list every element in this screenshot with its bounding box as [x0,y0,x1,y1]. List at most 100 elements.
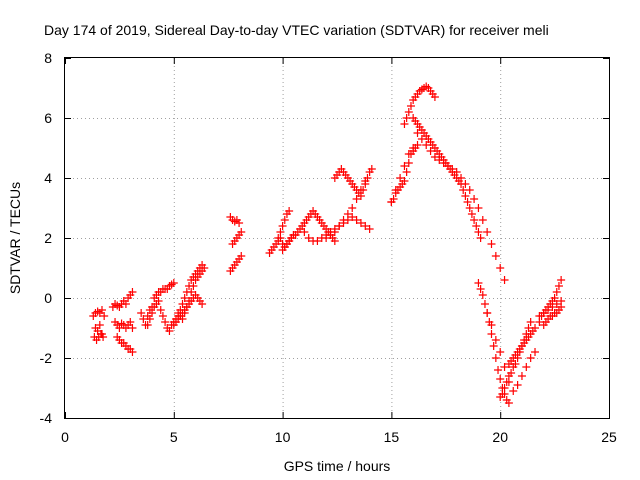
y-tick-label: 8 [44,50,52,66]
data-point [470,216,479,224]
data-point [478,216,487,224]
data-point [278,222,287,230]
data-point [330,237,339,245]
data-point [143,321,152,329]
data-point [128,324,137,332]
data-point [435,156,444,164]
data-point [483,309,492,317]
data-point [430,93,439,101]
data-point [356,219,365,227]
data-point [526,318,535,326]
x-tick-label: 0 [61,429,69,445]
data-point [276,228,285,236]
data-point [200,264,209,272]
data-point [430,153,439,161]
data-point [128,348,137,356]
data-point [474,279,483,287]
data-point [502,378,511,386]
data-point [126,318,135,326]
gridlines [65,58,609,418]
data-point [402,168,411,176]
chart-title: Day 174 of 2019, Sidereal Day-to-day VTE… [44,22,549,38]
data-point [145,315,154,323]
data-point [489,342,498,350]
data-point [478,291,487,299]
data-point [335,222,344,230]
data-point [535,312,544,320]
data-point [443,162,452,170]
data-point [500,276,509,284]
data-point [448,165,457,173]
data-point [487,240,496,248]
data-point [330,228,339,236]
data-point [100,312,109,320]
x-tick-label: 15 [384,429,400,445]
data-point [339,216,348,224]
data-point [99,333,108,341]
data-point [496,264,505,272]
data-point [417,135,426,143]
data-point [480,300,489,308]
plot-frame [64,57,610,419]
data-point [352,195,361,203]
data-point [237,228,246,236]
y-tick-label: -4 [40,410,53,426]
data-point [322,234,331,242]
y-axis: -4 -2 0 2 4 6 8 [40,50,609,426]
data-point [483,228,492,236]
data-point [348,213,357,221]
data-point [526,354,535,362]
data-point [507,369,516,377]
data-point [235,219,244,227]
x-axis-label: GPS time / hours [284,458,391,474]
data-point [548,303,557,311]
y-tick-label: 6 [44,110,52,126]
data-point [367,165,376,173]
data-point [498,390,507,398]
data-point [494,366,503,374]
data-point [117,319,126,328]
data-point [230,217,239,226]
data-point [387,198,396,206]
data-point [137,309,146,317]
data-point [161,318,170,326]
data-point [504,399,513,407]
data-point [406,102,415,110]
data-point [476,285,485,293]
data-point [313,237,322,245]
data-point [274,234,283,242]
data-point [487,321,496,329]
data-point [491,354,500,362]
data-point [465,204,474,212]
data-point [472,222,481,230]
data-point [198,300,207,308]
data-point [121,300,130,308]
y-axis-label: SDTVAR / TECUs [7,182,23,294]
data-point [178,315,187,323]
data-point [359,186,368,194]
data-point [474,204,483,212]
data-point [158,312,167,320]
data-points [89,82,566,407]
data-point [167,280,176,289]
data-point [413,141,422,149]
data-point [491,252,500,260]
data-point [461,180,470,188]
data-point [352,216,361,224]
data-point [361,222,370,230]
data-point [95,321,104,329]
x-tick-label: 25 [601,429,617,445]
data-point [465,186,474,194]
x-axis: 0 5 10 15 20 25 [61,58,617,445]
data-point [509,387,518,395]
x-tick-label: 10 [275,429,291,445]
y-tick-label: 0 [44,290,52,306]
data-point [128,288,137,296]
data-point [426,147,435,155]
data-point [404,150,413,158]
data-point [463,198,472,206]
data-point [517,372,526,380]
data-point [500,384,509,392]
data-point [474,228,483,236]
data-point [452,168,461,176]
